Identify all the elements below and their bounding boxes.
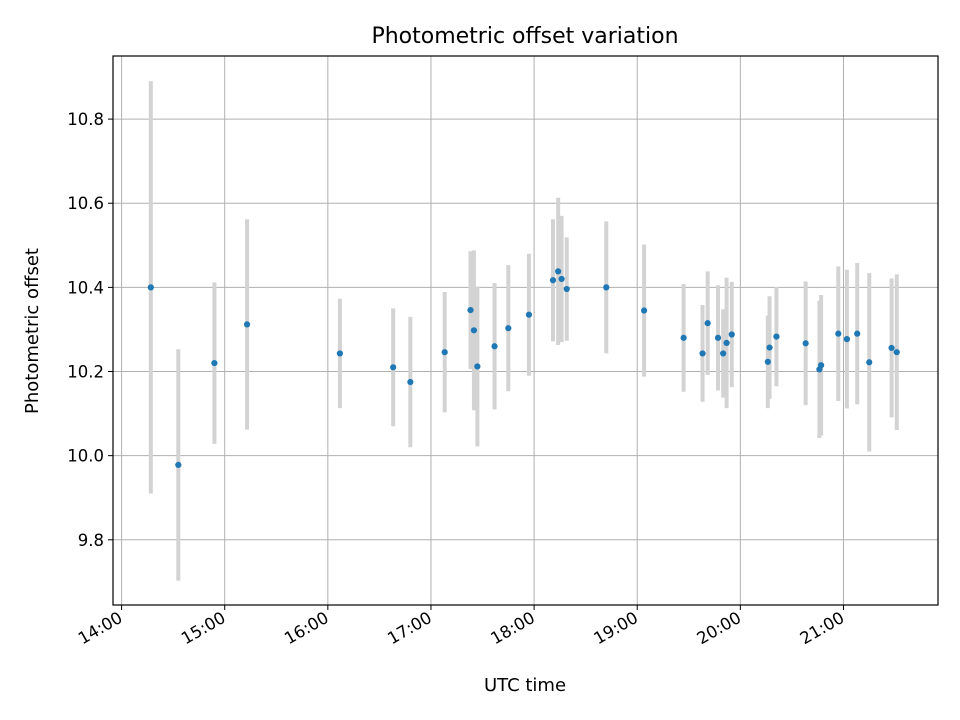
y-tick-label: 10.4 xyxy=(67,278,104,297)
data-point xyxy=(640,307,648,314)
data-point xyxy=(175,461,182,469)
data-point xyxy=(603,284,610,291)
data-point xyxy=(147,284,154,291)
plot-area-frame xyxy=(112,55,939,606)
data-point xyxy=(866,359,873,366)
chart-title: Photometric offset variation xyxy=(371,24,678,49)
data-point xyxy=(467,306,474,314)
data-point xyxy=(766,344,773,351)
data-point xyxy=(835,330,842,337)
data-point xyxy=(558,275,565,283)
data-point xyxy=(720,350,727,357)
y-axis-label: Photometric offset xyxy=(22,248,43,414)
y-tick-label: 10.8 xyxy=(67,110,104,129)
data-point xyxy=(491,343,498,350)
data-point xyxy=(854,330,861,337)
x-axis-label: UTC time xyxy=(484,675,566,696)
data-point xyxy=(390,364,397,371)
data-point xyxy=(893,349,900,356)
data-points xyxy=(147,268,900,469)
data-point xyxy=(723,339,730,347)
data-point xyxy=(818,362,825,369)
data-point xyxy=(843,336,851,343)
y-tick-label: 10.2 xyxy=(67,363,104,382)
data-point xyxy=(211,360,218,367)
data-point xyxy=(680,334,687,341)
y-tick-label: 10.6 xyxy=(67,194,104,213)
y-tick-label: 9.8 xyxy=(78,531,104,550)
data-point xyxy=(549,277,557,284)
data-point xyxy=(505,325,512,332)
data-point xyxy=(764,358,771,365)
data-point xyxy=(699,350,706,357)
y-axis-ticks: 9.8 10.0 10.2 10.4 10.6 10.8 xyxy=(67,110,113,550)
data-point xyxy=(714,334,722,341)
data-point xyxy=(563,285,570,293)
data-point xyxy=(243,321,251,328)
data-point xyxy=(888,344,895,352)
data-point xyxy=(773,333,780,340)
data-point xyxy=(336,350,343,357)
data-point xyxy=(441,349,448,356)
data-point xyxy=(525,311,533,318)
y-tick-label: 10.0 xyxy=(67,447,104,466)
grid xyxy=(113,56,938,605)
data-point xyxy=(470,327,478,334)
data-point xyxy=(407,378,414,386)
data-point xyxy=(728,331,735,338)
data-point xyxy=(474,363,481,370)
data-point xyxy=(555,268,562,275)
data-point xyxy=(704,320,711,327)
data-point xyxy=(802,340,809,347)
